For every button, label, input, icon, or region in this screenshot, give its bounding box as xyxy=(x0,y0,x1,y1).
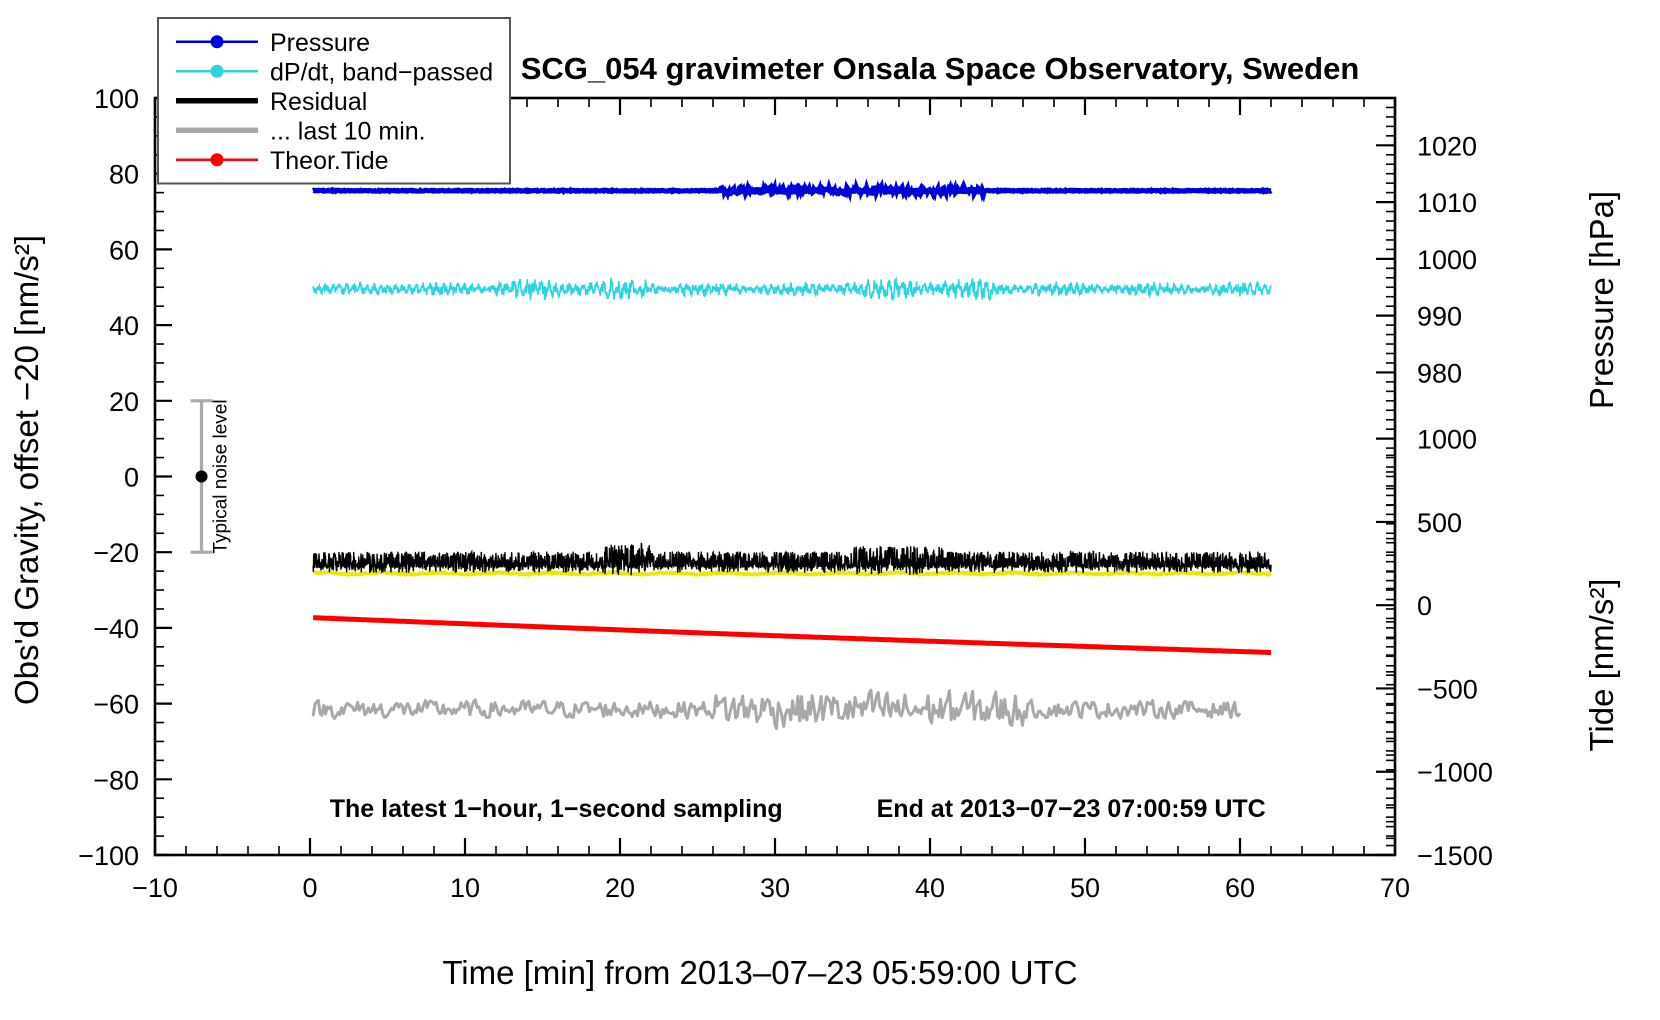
legend-swatch-marker xyxy=(210,35,224,49)
x-tick-label: 50 xyxy=(1070,873,1100,903)
x-tick-label: 70 xyxy=(1380,873,1410,903)
legend-label: dP/dt, band−passed xyxy=(270,58,493,86)
legend-item[interactable]: Theor.Tide xyxy=(176,147,389,175)
legend-swatch-marker xyxy=(210,153,224,167)
sampling-note: The latest 1−hour, 1−second sampling xyxy=(330,795,783,823)
annotations: Typical noise level The latest 1−hour, 1−… xyxy=(190,399,1266,823)
x-tick-label: −10 xyxy=(132,873,178,903)
pressure-tick-label: 990 xyxy=(1417,302,1462,332)
y-tick-label: −40 xyxy=(93,614,139,644)
y-tick-label: 20 xyxy=(109,387,139,417)
trace-dpdt-bandpassed xyxy=(312,276,1272,302)
legend-item[interactable]: dP/dt, band−passed xyxy=(176,58,493,86)
legend-label: ... last 10 min. xyxy=(270,117,426,145)
x-tick-label: 30 xyxy=(760,873,790,903)
tide-tick-label: 500 xyxy=(1417,508,1462,538)
x-tick-label: 0 xyxy=(302,873,317,903)
y-axis-label-pressure: Pressure [hPa] xyxy=(1583,191,1620,409)
tide-tick-label: 1000 xyxy=(1417,425,1477,455)
pressure-tick-label: 1020 xyxy=(1417,131,1477,161)
legend-label: Residual xyxy=(270,88,367,116)
trace-theoretical-tide xyxy=(313,615,1271,655)
y-tick-label: 40 xyxy=(109,311,139,341)
pressure-tick-label: 1010 xyxy=(1417,188,1477,218)
y-axis-right-pressure: 980 990 1000 1010 1020 xyxy=(1376,97,1477,856)
y-axis-label-tide: Tide [nm/s²] xyxy=(1583,579,1620,752)
trace-residual xyxy=(312,542,1272,576)
noise-level-label: Typical noise level xyxy=(211,399,232,553)
trace-pressure xyxy=(311,177,1273,203)
y-tick-label: 60 xyxy=(109,235,139,265)
tide-tick-label: 0 xyxy=(1417,591,1432,621)
pressure-tick-label: 1000 xyxy=(1417,245,1477,275)
x-tick-label: 20 xyxy=(605,873,635,903)
legend-label: Pressure xyxy=(270,29,370,57)
legend-item[interactable]: Residual xyxy=(176,88,367,116)
x-axis: −10 0 10 20 30 40 50 60 70 xyxy=(132,98,1410,903)
x-tick-label: 60 xyxy=(1225,873,1255,903)
pressure-tick-label: 980 xyxy=(1417,358,1462,388)
y-axis-label-left: Obs'd Gravity, offset −20 [nm/s²] xyxy=(8,235,45,705)
trace-residual-smoothed xyxy=(312,569,1272,578)
y-tick-label: −80 xyxy=(93,765,139,795)
y-tick-label: −100 xyxy=(78,841,139,871)
y-tick-label: −20 xyxy=(93,538,139,568)
y-axis-left: −100 −80 −60 −40 −20 0 20 40 60 80 100 xyxy=(78,84,172,871)
trace-last-10-min xyxy=(311,688,1242,731)
noise-level-point xyxy=(195,470,208,483)
legend-label: Theor.Tide xyxy=(270,147,389,175)
chart-title: SCG_054 gravimeter Onsala Space Observat… xyxy=(521,51,1360,86)
data-traces xyxy=(311,177,1273,731)
y-tick-label: 0 xyxy=(124,463,139,493)
x-tick-label: 10 xyxy=(450,873,480,903)
legend-swatch-marker xyxy=(210,64,224,78)
y-tick-label: −60 xyxy=(93,690,139,720)
tide-tick-label: −500 xyxy=(1417,674,1478,704)
tide-tick-label: −1500 xyxy=(1417,841,1493,871)
y-tick-label: 100 xyxy=(94,84,139,114)
y-tick-label: 80 xyxy=(109,160,139,190)
legend-item[interactable]: ... last 10 min. xyxy=(176,117,426,145)
tide-tick-label: −1000 xyxy=(1417,758,1493,788)
x-axis-label: Time [min] from 2013‒07‒23 05:59:00 UTC xyxy=(442,954,1077,991)
end-time-note: End at 2013−07−23 07:00:59 UTC xyxy=(877,795,1266,823)
x-tick-label: 40 xyxy=(915,873,945,903)
y-axis-right-tide: −1500 −1000 −500 0 500 1000 xyxy=(1376,425,1493,871)
legend-item[interactable]: Pressure xyxy=(176,29,370,57)
